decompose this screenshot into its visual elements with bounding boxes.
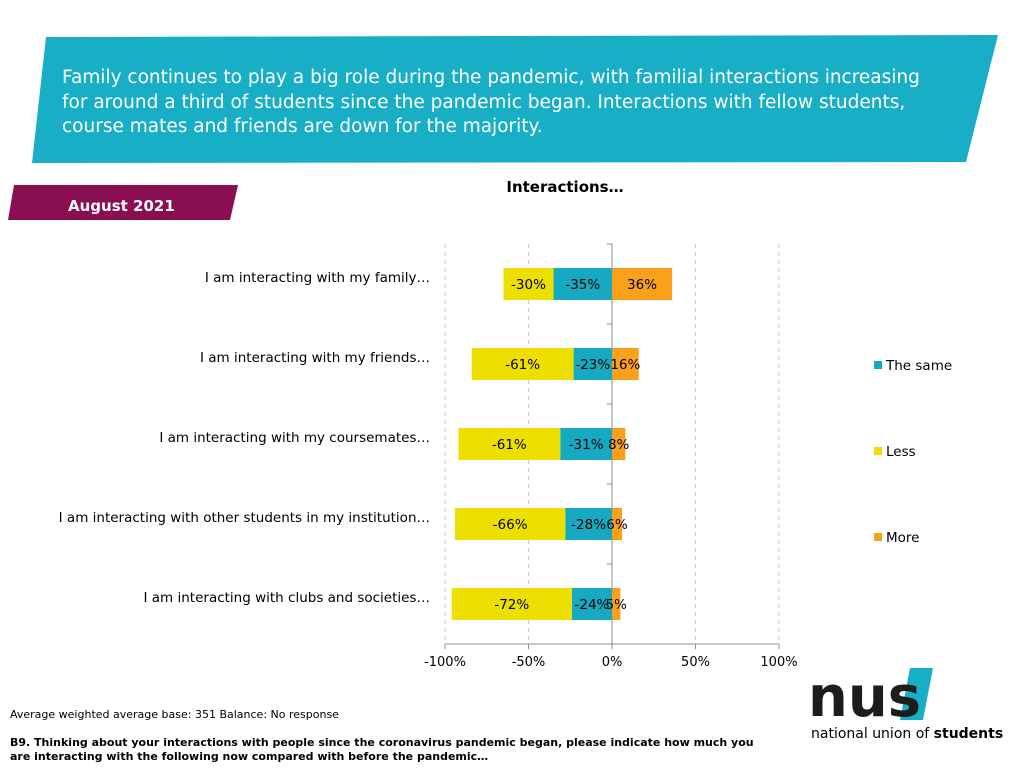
category-label: I am interacting with clubs and societie… bbox=[144, 590, 431, 606]
chart-title: Interactions… bbox=[506, 178, 624, 196]
bar-the-same bbox=[573, 348, 612, 380]
legend-label: Less bbox=[886, 444, 916, 460]
data-label: -28% bbox=[571, 517, 606, 533]
headline-text: Family continues to play a big role duri… bbox=[62, 67, 920, 137]
bar-the-same bbox=[565, 508, 612, 540]
base-note: Average weighted average base: 351 Balan… bbox=[10, 708, 339, 721]
bar-more bbox=[612, 588, 621, 620]
bar-more bbox=[612, 428, 626, 460]
category-label: I am interacting with other students in … bbox=[59, 510, 430, 526]
data-label: 16% bbox=[610, 357, 640, 373]
logo-mark: nus bbox=[808, 668, 921, 730]
bar-the-same bbox=[560, 428, 612, 460]
logo-subtitle: national union of students bbox=[811, 726, 1004, 742]
bar-less bbox=[451, 588, 572, 620]
bar-more bbox=[612, 268, 673, 300]
bar-less bbox=[455, 508, 566, 540]
data-label: -30% bbox=[511, 277, 546, 293]
data-label: -66% bbox=[493, 517, 528, 533]
data-label: -24% bbox=[575, 597, 610, 613]
data-label: -61% bbox=[505, 357, 540, 373]
data-label: -23% bbox=[575, 357, 610, 373]
x-tick-label: 50% bbox=[681, 655, 710, 670]
date-tab bbox=[8, 185, 238, 220]
x-tick-label: -50% bbox=[512, 655, 546, 670]
legend-swatch bbox=[874, 361, 882, 369]
legend-label: The same bbox=[885, 358, 952, 374]
nus-logo: nus bbox=[808, 668, 933, 730]
bar-more bbox=[612, 508, 623, 540]
legend-swatch bbox=[874, 447, 882, 455]
data-label: -31% bbox=[569, 437, 604, 453]
date-label: August 2021 bbox=[68, 197, 175, 215]
data-label: -72% bbox=[494, 597, 529, 613]
data-label: 5% bbox=[605, 597, 627, 613]
category-label: I am interacting with my friends… bbox=[200, 350, 430, 366]
data-label: -61% bbox=[492, 437, 527, 453]
bar-the-same bbox=[571, 588, 612, 620]
bar-less bbox=[458, 428, 561, 460]
bar-less bbox=[503, 268, 554, 300]
bar-less bbox=[471, 348, 574, 380]
category-label: I am interacting with my family… bbox=[205, 270, 430, 286]
question-text: B9. Thinking about your interactions wit… bbox=[10, 736, 754, 763]
logo-accent-shape bbox=[900, 668, 933, 720]
x-tick-label: 100% bbox=[760, 655, 797, 670]
legend-swatch bbox=[874, 533, 882, 541]
data-label: 8% bbox=[608, 437, 630, 453]
category-label: I am interacting with my coursemates… bbox=[159, 430, 430, 446]
bar-the-same bbox=[553, 268, 612, 300]
x-tick-label: -100% bbox=[424, 655, 466, 670]
bar-chart: -100% -50% 0% 50% 100% I am interacting with … bbox=[59, 243, 952, 670]
x-tick-label: 0% bbox=[602, 655, 623, 670]
headline-banner bbox=[32, 35, 998, 163]
data-label: 36% bbox=[627, 277, 657, 293]
data-label: 6% bbox=[606, 517, 628, 533]
data-label: -35% bbox=[565, 277, 600, 293]
legend-label: More bbox=[886, 530, 919, 546]
bar-more bbox=[612, 348, 639, 380]
